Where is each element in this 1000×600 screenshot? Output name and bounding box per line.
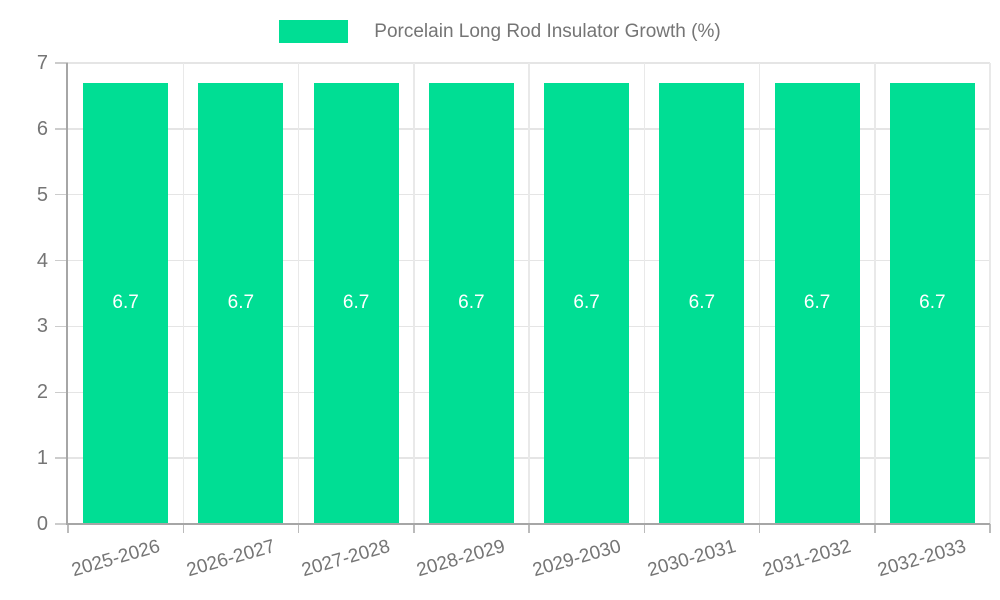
y-tick-label: 4 (36, 249, 48, 272)
x-tick (758, 524, 761, 533)
x-tick (989, 524, 991, 533)
x-tick (874, 524, 876, 533)
y-tick-label: 1 (36, 447, 48, 470)
y-tick (55, 62, 68, 64)
x-tick-label: 2028-2029 (414, 535, 508, 582)
x-axis-line (66, 523, 990, 525)
plot-area: 0 1 2 3 4 5 6 7 6.7 2025-2026 6.7 2026-2027 6.7 2027-… (37, 52, 991, 581)
x-gridline (758, 63, 761, 524)
y-tick (55, 259, 68, 262)
x-tick-label: 2032-2033 (875, 535, 969, 582)
legend-swatch (279, 20, 349, 43)
x-tick (297, 524, 300, 533)
bar (544, 82, 630, 524)
x-gridline (989, 63, 991, 524)
x-gridline (413, 63, 415, 524)
bar (659, 82, 745, 524)
y-tick (55, 128, 68, 130)
bar-value-label: 6.7 (688, 292, 716, 314)
bar (83, 82, 169, 524)
x-tick-label: 2030-2031 (645, 535, 739, 582)
bar (889, 82, 975, 524)
bar (313, 82, 399, 524)
x-tick-label: 2026-2027 (184, 535, 278, 582)
bar-value-label: 6.7 (342, 292, 370, 314)
x-tick (67, 524, 69, 533)
x-tick-label: 2029-2030 (529, 535, 624, 582)
bar-value-label: 6.7 (803, 292, 831, 314)
y-tick (55, 193, 68, 196)
y-tick-label: 5 (36, 183, 48, 206)
x-gridline (297, 63, 300, 524)
y-tick (55, 391, 68, 394)
x-gridline (874, 63, 876, 524)
y-tick-label: 2 (36, 381, 48, 404)
x-gridline (528, 63, 530, 524)
bar (774, 82, 860, 524)
y-tick-label: 3 (36, 315, 48, 338)
legend: Porcelain Long Rod Insulator Growth (%) (0, 20, 1000, 43)
bar-value-label: 6.7 (227, 292, 255, 314)
y-tick-label: 6 (36, 117, 48, 140)
y-axis-line (66, 63, 68, 524)
y-tick (55, 457, 68, 459)
bar (198, 82, 284, 524)
x-tick-label: 2027-2028 (299, 535, 393, 582)
bar (428, 82, 514, 524)
y-tick-label: 7 (36, 52, 48, 74)
x-tick (643, 524, 645, 533)
x-tick-label: 2031-2032 (760, 535, 854, 582)
bar-value-label: 6.7 (458, 292, 485, 314)
x-gridline (643, 63, 645, 524)
bar-value-label: 6.7 (573, 292, 600, 314)
x-gridline (182, 63, 184, 524)
bar-value-label: 6.7 (112, 292, 139, 314)
x-tick-label: 2025-2026 (68, 535, 163, 582)
x-tick (413, 524, 415, 533)
legend-label: Porcelain Long Rod Insulator Growth (%) (374, 20, 721, 42)
y-tick-label: 0 (36, 513, 48, 535)
x-tick (528, 524, 530, 533)
y-tick (55, 523, 68, 525)
bar-value-label: 6.7 (919, 292, 946, 314)
y-tick (55, 325, 68, 328)
x-tick (182, 524, 184, 533)
